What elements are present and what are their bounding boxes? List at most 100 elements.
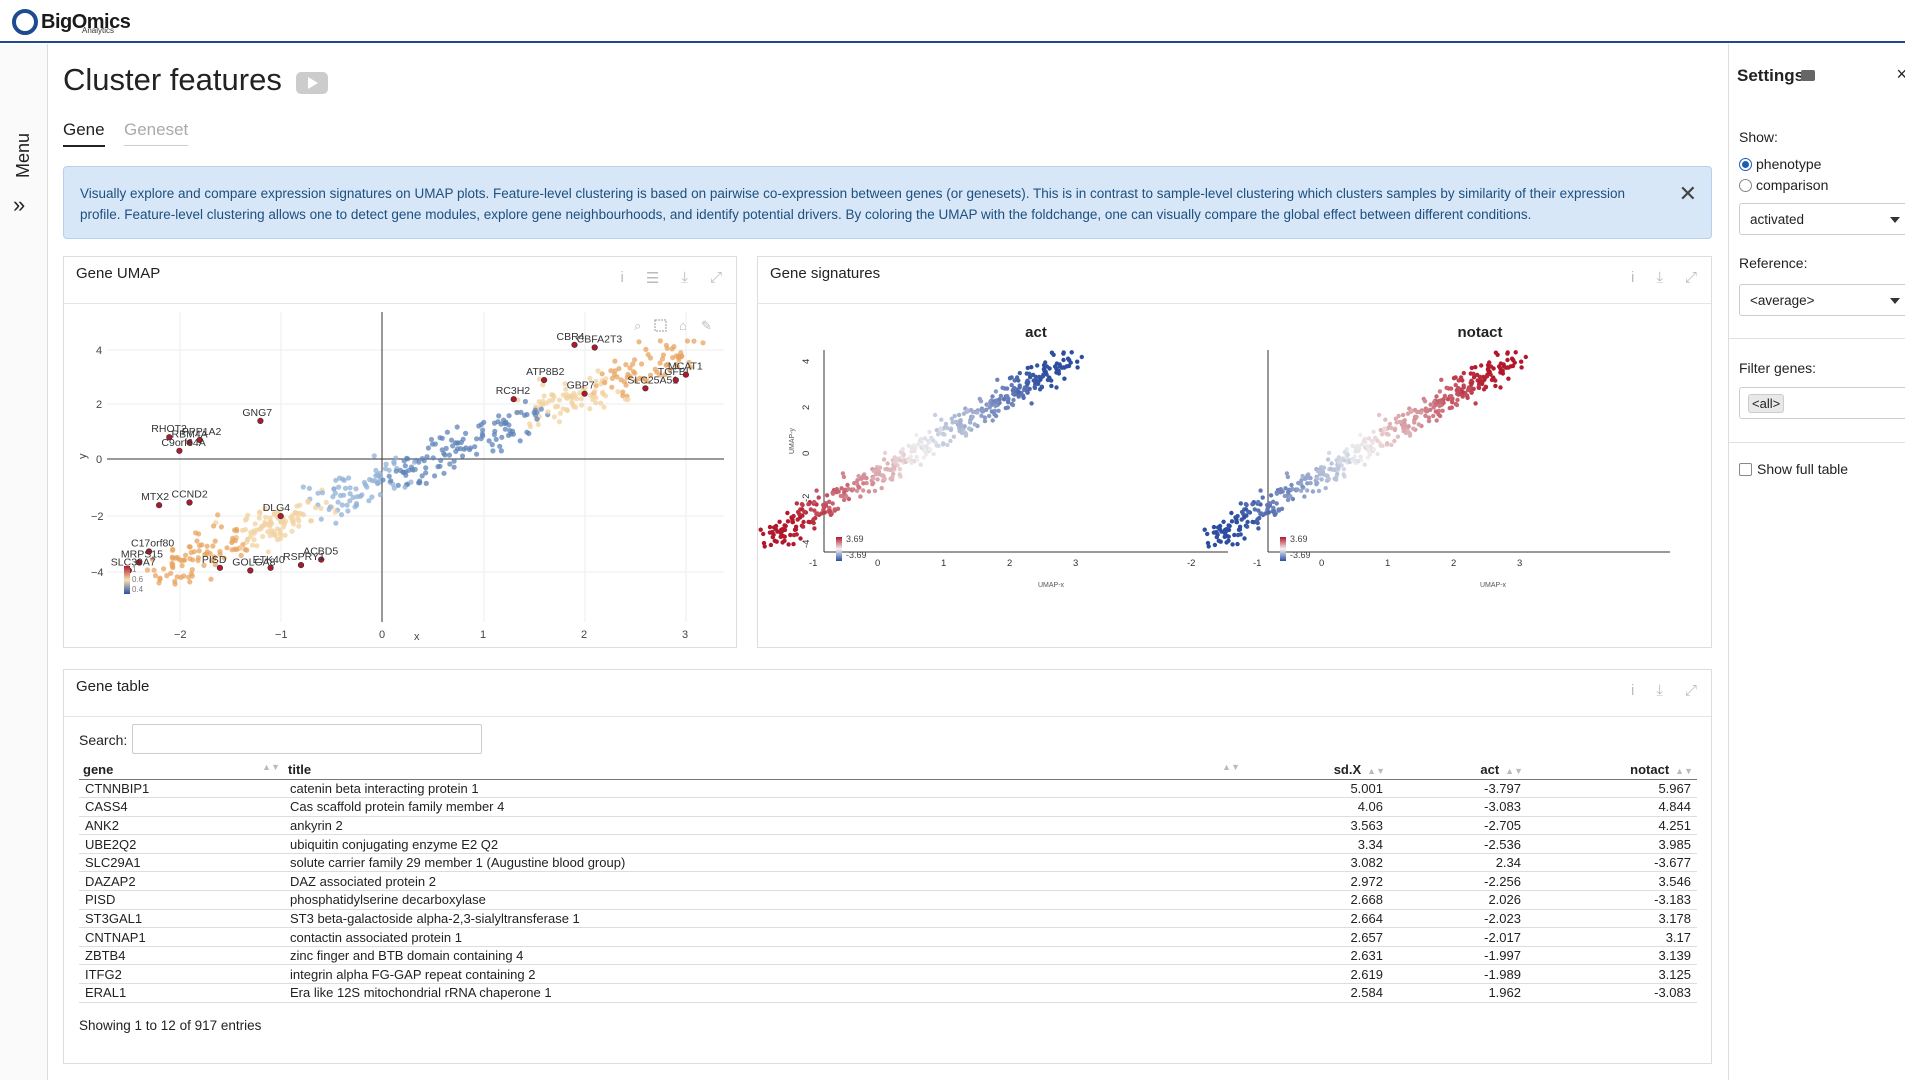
radio-comparison[interactable]: comparison — [1739, 177, 1828, 193]
tab-gene[interactable]: Gene — [63, 120, 105, 147]
close-settings-icon[interactable]: × — [1896, 64, 1905, 84]
umap-point — [251, 537, 257, 543]
download-icon[interactable]: ⤓ — [1656, 682, 1663, 699]
signature-point — [1302, 494, 1307, 499]
signature-point — [915, 458, 920, 463]
table-row[interactable]: DAZAP2 DAZ associated protein 2 2.972 -2.25… — [79, 871, 1697, 892]
umap-highlight-point — [581, 390, 588, 397]
table-cell-title: Cas scaffold protein family member 4 — [284, 797, 1244, 817]
signature-point — [943, 421, 949, 427]
table-row[interactable]: CNTNAP1 contactin associated protein 1 2.6… — [79, 927, 1697, 947]
col-act[interactable]: act ▲▼ — [1389, 760, 1527, 780]
umap-gene-label: RC3H2 — [496, 385, 531, 397]
signature-point — [833, 488, 838, 493]
signature-point — [1206, 544, 1211, 549]
umap-point — [600, 389, 606, 395]
signature-point — [1379, 432, 1385, 437]
radio-button[interactable] — [1739, 157, 1752, 171]
filter-tag[interactable]: <all> — [1748, 394, 1785, 413]
menu-label[interactable]: Menu — [13, 132, 33, 178]
left-menu-rail[interactable]: Menu » — [0, 44, 48, 1080]
info-icon[interactable]: i — [620, 269, 624, 286]
table-row[interactable]: ANK2 ankyrin 2 3.563 -2.705 4.251 — [79, 816, 1697, 836]
col-notact[interactable]: notact ▲▼ — [1527, 760, 1697, 780]
signature-point — [785, 519, 791, 524]
signature-point — [984, 402, 989, 407]
table-cell-title: catenin beta interacting protein 1 — [284, 779, 1244, 799]
zoom-icon[interactable]: ⌕ — [634, 318, 641, 333]
search-input[interactable] — [132, 724, 482, 754]
show-full-table-checkbox[interactable]: Show full table — [1739, 461, 1848, 477]
signature-point — [1258, 488, 1263, 493]
tab-geneset[interactable]: Geneset — [124, 120, 189, 146]
signature-point — [1045, 377, 1051, 383]
options-menu-icon[interactable]: ☰ — [645, 270, 660, 287]
download-icon[interactable]: ⤓ — [1656, 269, 1663, 286]
fullscreen-icon[interactable]: ⤢ — [709, 269, 722, 286]
table-row[interactable]: CASS4 Cas scaffold protein family member … — [79, 797, 1697, 817]
table-row[interactable]: CTNNBIP1 catenin beta interacting protein… — [79, 779, 1697, 799]
close-icon[interactable]: ✕ — [1678, 181, 1697, 206]
umap-point — [549, 392, 555, 398]
umap-point — [402, 463, 408, 469]
table-cell-act: -2.023 — [1389, 909, 1527, 929]
table-row[interactable]: UBE2Q2 ubiquitin conjugating enzyme E2 Q2… — [79, 834, 1697, 854]
bigomics-logo[interactable]: BigOmics — [12, 9, 131, 35]
col-gene[interactable]: gene ▲▼ — [79, 760, 284, 780]
contrast-select[interactable]: activated — [1739, 203, 1905, 235]
signature-point — [936, 443, 941, 448]
filter-genes-input[interactable]: <all> — [1739, 387, 1905, 419]
reference-select[interactable]: <average> — [1739, 284, 1905, 316]
table-row[interactable]: ST3GAL1 ST3 beta-galactoside alpha-2,3-si… — [79, 909, 1697, 929]
signature-point — [951, 434, 957, 439]
umap-point — [318, 516, 324, 522]
table-row[interactable]: SLC29A1 solute carrier family 29 member 1… — [79, 853, 1697, 873]
radio-button[interactable] — [1739, 178, 1752, 192]
table-row[interactable]: PISD phosphatidylserine decarboxylase 2.66… — [79, 890, 1697, 910]
signature-point — [1205, 531, 1210, 537]
signature-point — [838, 493, 843, 499]
fullscreen-icon[interactable]: ⤢ — [1684, 682, 1697, 699]
info-icon[interactable]: i — [1631, 269, 1635, 286]
umap-point — [315, 490, 321, 496]
box-select-icon[interactable] — [654, 319, 667, 332]
signature-point — [879, 485, 884, 491]
signature-point — [1419, 410, 1424, 415]
expand-menu-icon[interactable]: » — [13, 192, 26, 217]
umap-point — [369, 494, 375, 500]
umap-highlight-point — [166, 434, 173, 441]
plot-modebar: ⌕ ⌂ ✎ — [634, 318, 712, 333]
radio-phenotype[interactable]: phenotype — [1739, 156, 1821, 172]
umap-gene-label: MCAT1 — [668, 361, 703, 373]
home-icon[interactable]: ⌂ — [679, 318, 687, 333]
umap-point — [172, 555, 179, 561]
table-row[interactable]: ITFG2 integrin alpha FG-GAP repeat contai… — [79, 964, 1697, 985]
umap-point — [258, 526, 264, 532]
signature-point — [982, 418, 988, 424]
signature-point — [1371, 429, 1376, 435]
signature-point — [958, 418, 963, 423]
video-play-icon[interactable] — [296, 72, 328, 94]
signature-point — [909, 460, 914, 465]
pencil-icon[interactable]: ✎ — [701, 318, 712, 333]
table-row[interactable]: ZBTB4 zinc finger and BTB domain containi… — [79, 946, 1697, 966]
download-icon[interactable]: ⤓ — [681, 269, 688, 286]
umap-highlight-point — [541, 376, 548, 384]
umap-point — [215, 512, 221, 518]
signature-point — [998, 393, 1004, 399]
signature-point — [1433, 401, 1439, 406]
signature-point — [888, 467, 893, 472]
table-cell-gene: CNTNAP1 — [79, 927, 284, 947]
table-row[interactable]: ERAL1 Era like 12S mitochondrial rRNA cha… — [79, 983, 1697, 1003]
fullscreen-icon[interactable]: ⤢ — [1684, 269, 1697, 286]
checkbox-box[interactable] — [1739, 462, 1752, 476]
gene-signatures-plot[interactable]: act 3.69 -3.69 notact 3.69 -3.69 -2 -1 0 1 2… — [758, 304, 1711, 644]
table-cell-gene: PISD — [79, 890, 284, 910]
lock-icon[interactable] — [1801, 70, 1815, 81]
col-title[interactable]: title ▲▼ — [284, 760, 1244, 780]
col-sdx[interactable]: sd.X ▲▼ — [1244, 760, 1389, 780]
info-icon[interactable]: i — [1631, 682, 1635, 699]
show-label: Show: — [1739, 129, 1778, 145]
